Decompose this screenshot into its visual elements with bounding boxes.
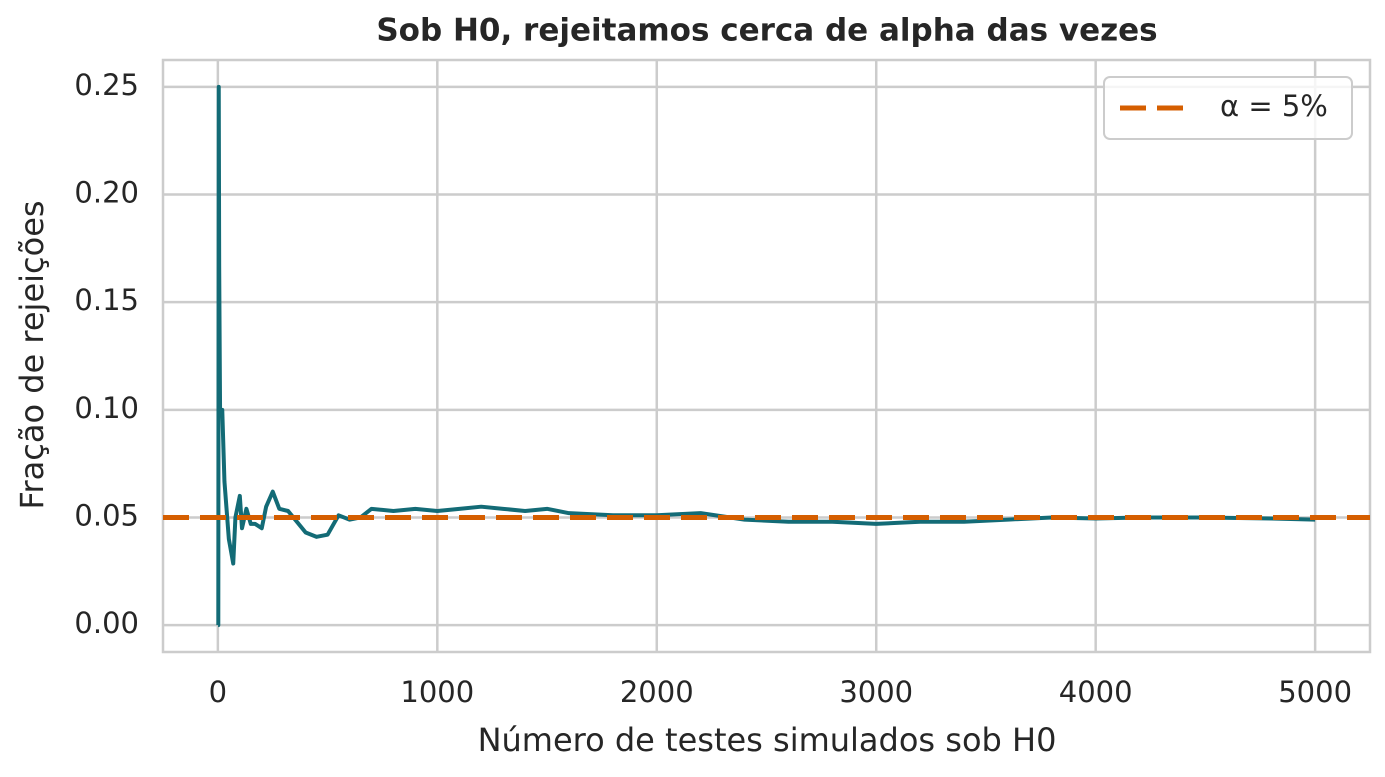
y-tick-label: 0.10 [74,391,139,425]
x-tick-label: 1000 [400,675,474,709]
y-tick-label: 0.00 [74,606,139,640]
y-axis-label: Fração de rejeições [13,200,51,509]
y-tick-label: 0.25 [74,68,139,102]
y-tick-label: 0.15 [74,283,139,317]
x-tick-label: 0 [209,675,227,709]
legend-box [1103,76,1353,140]
data-line [216,84,1316,628]
x-tick-label: 2000 [620,675,694,709]
y-tick-label: 0.20 [74,176,139,210]
x-tick-label: 4000 [1059,675,1133,709]
plot-frame [161,58,1372,654]
legend-label: α = 5% [1220,89,1328,123]
x-tick-label: 5000 [1278,675,1352,709]
y-tick-label: 0.05 [74,498,139,532]
x-axis-label: Número de testes simulados sob H0 [478,721,1057,759]
x-tick-label: 3000 [839,675,913,709]
chart-title: Sob H0, rejeitamos cerca de alpha das ve… [376,13,1157,49]
